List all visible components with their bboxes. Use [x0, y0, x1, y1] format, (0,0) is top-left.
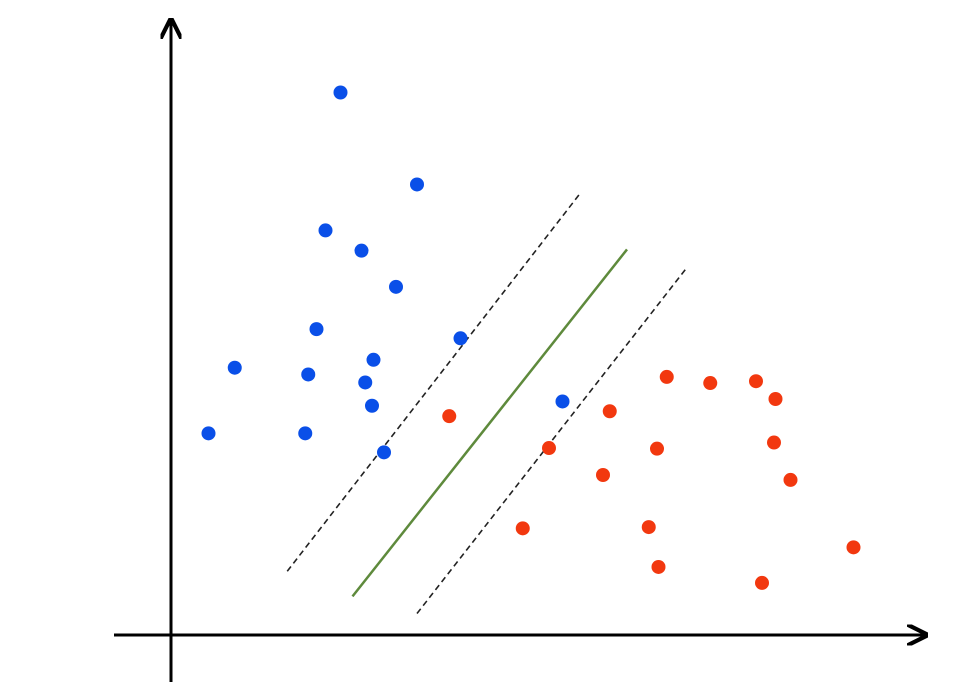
data-point-series0-13 — [298, 426, 313, 441]
data-point-series0-2 — [318, 223, 333, 238]
data-point-series0-6 — [301, 367, 316, 382]
data-point-series1-3 — [703, 376, 718, 391]
data-point-series0-4 — [389, 279, 403, 294]
data-point-series1-6 — [768, 391, 783, 406]
data-point-series1-8 — [767, 435, 781, 450]
data-point-series1-13 — [651, 559, 666, 574]
points-layer — [201, 85, 861, 590]
data-point-series1-11 — [515, 521, 530, 536]
data-point-series0-7 — [358, 375, 373, 390]
data-point-series1-7 — [650, 441, 664, 456]
data-point-series0-15 — [555, 394, 570, 409]
data-point-series0-11 — [227, 360, 242, 375]
data-point-series1-14 — [755, 575, 769, 590]
data-point-series0-9 — [453, 331, 468, 346]
data-point-series1-15 — [846, 540, 861, 555]
data-point-series1-4 — [659, 369, 674, 384]
decision-boundary-line — [351, 248, 628, 598]
data-point-series1-1 — [542, 441, 556, 456]
data-point-series1-2 — [602, 404, 617, 419]
data-point-series0-14 — [377, 445, 391, 460]
data-point-series0-8 — [366, 352, 381, 367]
data-point-series1-0 — [442, 409, 457, 424]
data-point-series1-5 — [749, 374, 763, 389]
margin-line-2 — [416, 267, 687, 615]
data-point-series1-9 — [596, 468, 610, 483]
data-point-series0-3 — [354, 243, 369, 258]
data-point-series0-1 — [410, 177, 424, 192]
data-point-series0-5 — [309, 322, 324, 337]
data-point-series1-10 — [783, 472, 798, 487]
margin-line-1 — [286, 194, 580, 572]
data-point-series0-0 — [333, 85, 348, 100]
data-point-series0-10 — [365, 398, 379, 413]
data-point-series0-12 — [201, 426, 216, 441]
data-point-series1-12 — [641, 520, 656, 535]
lines-layer — [286, 194, 687, 615]
